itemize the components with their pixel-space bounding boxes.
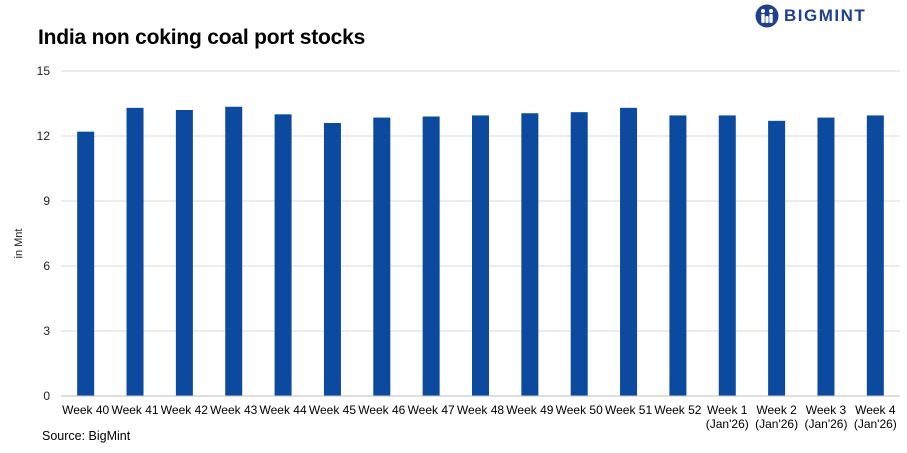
bar <box>323 123 341 396</box>
bar <box>472 115 489 397</box>
x-tick-label: Week 40 <box>62 403 109 417</box>
brand-name: BIGMINT <box>784 6 867 25</box>
y-tick-label: 15 <box>37 64 51 78</box>
bar <box>422 116 440 396</box>
bar <box>620 107 638 396</box>
x-tick-label: Week 49 <box>506 403 553 417</box>
bar <box>175 110 193 396</box>
x-axis-ticks: Week 40 Week 41 Week 42 Week 43 Week 44 Week … <box>62 403 897 431</box>
y-tick-label: 6 <box>43 259 50 273</box>
bigmint-logo-icon <box>755 4 779 28</box>
x-tick-label: Week 44 <box>260 403 307 417</box>
bar <box>768 120 786 396</box>
x-tick-label: Week 46 <box>358 403 405 417</box>
x-tick-label: Week 42 <box>161 403 208 417</box>
y-axis-label: in Mnt <box>13 229 25 259</box>
bar <box>126 107 144 396</box>
bar <box>77 131 95 396</box>
bars <box>77 106 884 397</box>
x-tick-label: Week 4 (Jan'26) <box>854 403 897 431</box>
x-tick-label: Week 43 <box>210 403 257 417</box>
x-tick-label: Week 50 <box>556 403 603 417</box>
chart-title: India non coking coal port stocks <box>38 26 366 49</box>
bar <box>274 114 292 396</box>
x-tick-label: Week 51 <box>605 403 652 417</box>
y-tick-label: 12 <box>37 129 51 143</box>
x-tick-label: Week 52 <box>654 403 701 417</box>
bar <box>718 115 736 397</box>
x-tick-label: Week 3 (Jan'26) <box>804 403 847 431</box>
bar <box>866 115 884 397</box>
y-tick-label: 0 <box>43 389 50 403</box>
bar <box>817 117 835 396</box>
bar <box>373 117 391 396</box>
bar <box>669 115 687 397</box>
x-tick-label: Week 45 <box>309 403 356 417</box>
x-tick-label: Week 47 <box>408 403 455 417</box>
x-tick-label: Week 2 (Jan'26) <box>755 403 798 431</box>
bar <box>225 106 243 396</box>
brand-logo: BIGMINT <box>755 4 866 28</box>
y-tick-label: 3 <box>43 324 50 338</box>
y-tick-label: 9 <box>43 194 50 208</box>
source-note: Source: BigMint <box>42 429 131 443</box>
y-axis-ticks: 0 3 6 9 12 15 <box>37 64 51 403</box>
bar <box>521 113 539 396</box>
x-tick-label: Week 41 <box>111 403 158 417</box>
x-tick-label: Week 48 <box>457 403 504 417</box>
x-tick-label: Week 1 (Jan'26) <box>706 403 749 431</box>
bar <box>570 112 588 397</box>
